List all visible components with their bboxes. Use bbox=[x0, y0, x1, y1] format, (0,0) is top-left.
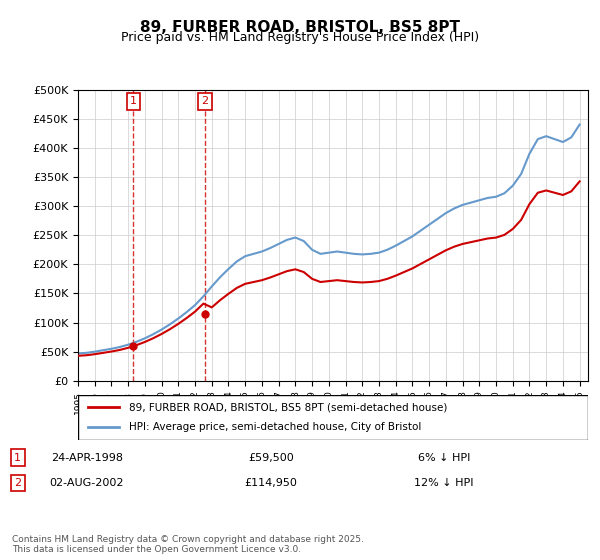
Text: 02-AUG-2002: 02-AUG-2002 bbox=[50, 478, 124, 488]
Text: 89, FURBER ROAD, BRISTOL, BS5 8PT: 89, FURBER ROAD, BRISTOL, BS5 8PT bbox=[140, 20, 460, 35]
Text: 1: 1 bbox=[14, 453, 21, 463]
Text: 89, FURBER ROAD, BRISTOL, BS5 8PT (semi-detached house): 89, FURBER ROAD, BRISTOL, BS5 8PT (semi-… bbox=[129, 402, 448, 412]
Text: Contains HM Land Registry data © Crown copyright and database right 2025.
This d: Contains HM Land Registry data © Crown c… bbox=[12, 535, 364, 554]
Text: 6% ↓ HPI: 6% ↓ HPI bbox=[418, 453, 470, 463]
Text: 2: 2 bbox=[201, 96, 208, 106]
Text: HPI: Average price, semi-detached house, City of Bristol: HPI: Average price, semi-detached house,… bbox=[129, 422, 421, 432]
Text: £59,500: £59,500 bbox=[248, 453, 294, 463]
FancyBboxPatch shape bbox=[78, 395, 588, 440]
Text: Price paid vs. HM Land Registry's House Price Index (HPI): Price paid vs. HM Land Registry's House … bbox=[121, 31, 479, 44]
Text: 12% ↓ HPI: 12% ↓ HPI bbox=[414, 478, 474, 488]
Text: 24-APR-1998: 24-APR-1998 bbox=[51, 453, 123, 463]
Text: 1: 1 bbox=[130, 96, 137, 106]
Text: £114,950: £114,950 bbox=[245, 478, 298, 488]
Text: 2: 2 bbox=[14, 478, 22, 488]
